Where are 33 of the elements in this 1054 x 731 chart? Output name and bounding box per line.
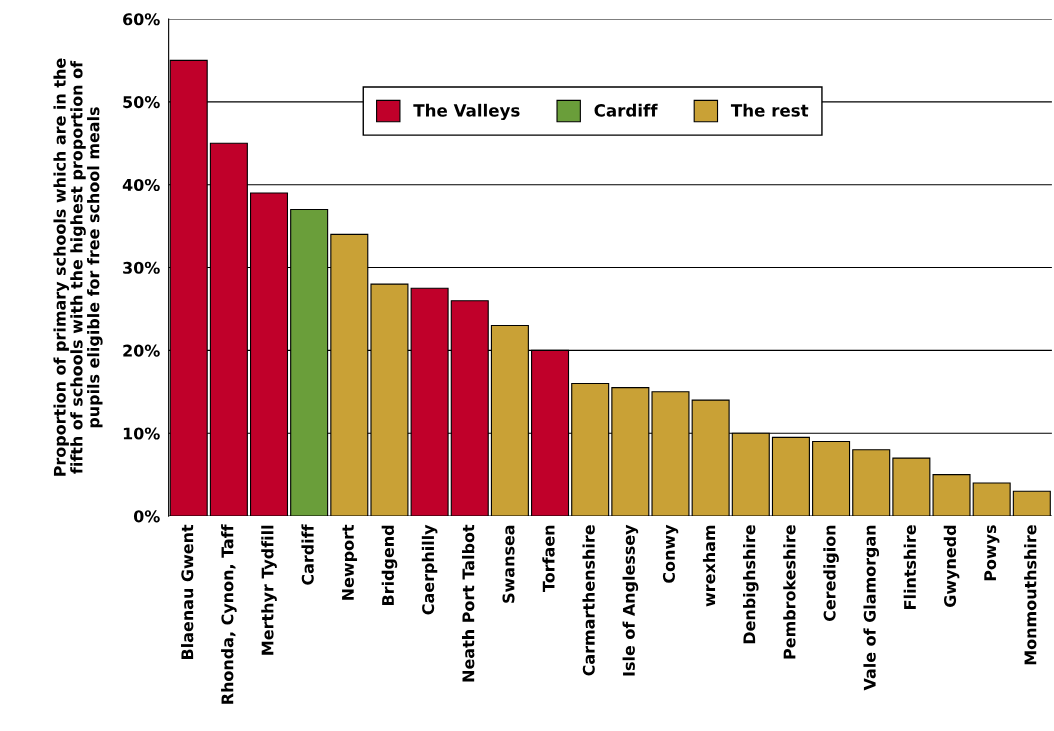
x-tick-label: Powys [984,525,1000,581]
y-tick-label: 40% [122,178,160,191]
legend-label: The Valleys [413,103,520,121]
y-tick-label: 10% [123,427,160,440]
x-tick-label: Flintshire [903,525,917,609]
x-tick-label: Gwynedd [943,525,960,607]
y-tick-label: 0% [133,510,160,523]
x-tick-label: Bridgend [381,525,398,605]
x-tick-label: Pembrokeshire [783,525,796,659]
x-tick-label: Swansea [502,525,515,603]
x-tick-label: Newport [342,524,358,600]
y-tick-label: 50% [123,96,160,109]
y-tick-label: 60% [123,13,160,26]
x-tick-label: Torfaen [542,525,555,592]
legend-label: Cardiff [594,103,658,117]
x-tick-label: Cardiff [301,524,314,585]
y-tick-label: 20% [123,344,160,357]
y-axis-title: Proportion of primary schools which are in the fifth of schools with the highest proportion of pupils eligible for free school meals [53,58,103,476]
x-tick-label: Monmouthshire [1024,525,1037,665]
x-tick-label: Conwy [662,524,679,583]
x-tick-label: Denbighshire [742,525,759,644]
x-tick-label: Caerphilly [421,524,438,615]
legend-label: The rest [730,103,809,117]
x-tick-label: Vale of Glamorgan [863,525,880,691]
x-tick-label: Rhonda, Cynon, Taff [221,524,237,704]
x-tick-label: Ceredigion [823,525,839,622]
x-tick-label: Carmarthenshire [582,525,595,676]
x-tick-label: Merthyr Tydfill [261,525,277,655]
x-tick-label: wrexham [702,525,716,607]
x-tick-label: Isle of Anglessey [622,524,639,676]
x-tick-label: Neath Port Talbot [462,524,475,682]
y-tick-label: 30% [123,261,160,274]
x-tick-label: Blaenau Gwent [180,524,194,659]
